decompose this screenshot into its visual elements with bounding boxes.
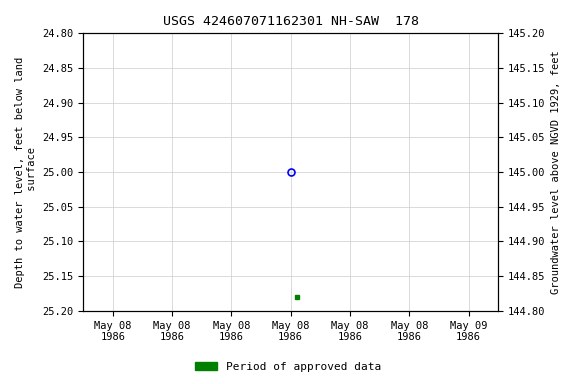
Title: USGS 424607071162301 NH-SAW  178: USGS 424607071162301 NH-SAW 178 (162, 15, 419, 28)
Y-axis label: Groundwater level above NGVD 1929, feet: Groundwater level above NGVD 1929, feet (551, 50, 561, 294)
Y-axis label: Depth to water level, feet below land
 surface: Depth to water level, feet below land su… (15, 56, 37, 288)
Legend: Period of approved data: Period of approved data (191, 358, 385, 377)
